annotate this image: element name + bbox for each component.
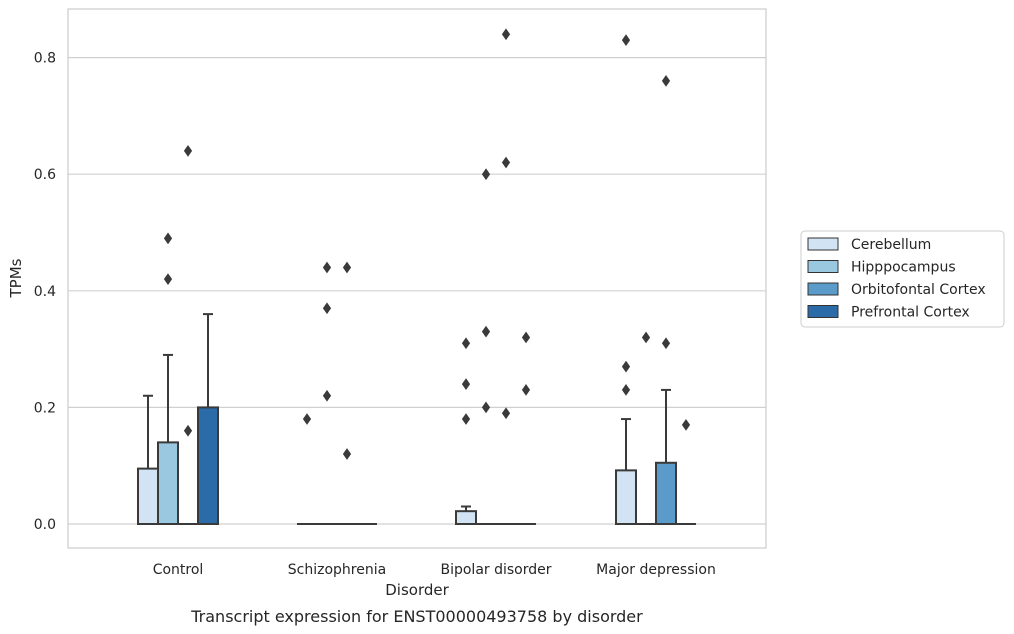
outlier-point	[342, 448, 352, 460]
outlier-point	[481, 325, 491, 338]
box-element	[157, 232, 179, 526]
box-element	[615, 34, 637, 526]
outlier-point	[481, 401, 491, 414]
plot-area-frame	[67, 8, 767, 549]
outlier-point	[322, 302, 332, 315]
outlier-point	[461, 413, 471, 425]
y-tick-label: 0.8	[34, 51, 56, 67]
x-axis-title: Disorder	[385, 581, 449, 599]
legend-label: Hipppocampus	[851, 260, 956, 276]
outlier-point	[322, 261, 332, 274]
box-element	[297, 413, 317, 525]
y-tick-label: 0.2	[34, 400, 56, 416]
outlier-point	[183, 424, 193, 437]
box-series	[137, 28, 696, 526]
outlier-point	[621, 384, 631, 396]
box-element	[476, 168, 496, 525]
outlier-point	[621, 34, 631, 46]
box-element	[655, 75, 677, 526]
box-rect	[137, 467, 159, 525]
outlier-point	[661, 75, 671, 87]
y-tick-label: 0.4	[34, 284, 56, 300]
box-rect	[157, 441, 179, 526]
legend-label: Cerebellum	[851, 237, 931, 253]
x-tick-label: Control	[153, 562, 204, 578]
y-axis-title: TPMs	[7, 258, 25, 298]
outlier-point	[342, 261, 352, 274]
legend-swatch	[807, 282, 839, 296]
box-element	[496, 28, 516, 525]
x-tick-label: Major depression	[596, 562, 716, 578]
outlier-point	[501, 407, 511, 420]
outlier-point	[501, 156, 511, 169]
legend-label: Orbitofontal Cortex	[851, 282, 986, 298]
box-rect	[197, 406, 219, 525]
outlier-point	[481, 168, 491, 181]
y-tick-label: 0.6	[34, 167, 56, 183]
legend: Cerebellum Hipppocampus Orbitofontal Corte…	[800, 230, 1005, 328]
box-element	[516, 331, 536, 525]
box-rect	[455, 510, 477, 526]
box-rect	[655, 461, 677, 526]
outlier-point	[501, 28, 511, 41]
legend-swatch	[807, 237, 839, 251]
box-element	[636, 331, 656, 525]
x-tick-label: Bipolar disorder	[440, 562, 551, 578]
outlier-point	[163, 232, 173, 245]
y-axis-ticks: 0.0 0.2 0.4 0.6 0.8	[34, 51, 56, 533]
outlier-point	[461, 337, 471, 350]
legend-label: Prefrontal Cortex	[851, 305, 970, 321]
x-tick-label: Schizophrenia	[288, 562, 386, 578]
legend-swatch	[807, 260, 839, 273]
outlier-point	[521, 331, 531, 344]
legend-swatch	[807, 305, 839, 318]
outlier-point	[163, 273, 173, 286]
box-element	[317, 261, 337, 525]
outlier-point	[521, 384, 531, 396]
box-rect	[615, 469, 637, 526]
outlier-point	[322, 389, 332, 402]
chart-caption: Transcript expression for ENST0000049375…	[190, 607, 643, 626]
x-axis-ticks: Control Schizophrenia Bipolar disorder Majo…	[153, 562, 716, 578]
outlier-point	[461, 378, 471, 390]
outlier-point	[681, 419, 691, 431]
box-element	[337, 261, 357, 525]
outlier-point	[183, 145, 193, 157]
outlier-point	[641, 331, 651, 344]
outlier-point	[302, 413, 312, 425]
outlier-point	[621, 360, 631, 373]
y-tick-label: 0.0	[34, 517, 56, 533]
box-element	[455, 337, 477, 526]
box-element	[676, 419, 696, 525]
legend-frame	[800, 230, 1005, 328]
box-element	[197, 313, 219, 525]
outlier-point	[661, 337, 671, 350]
box-element	[137, 394, 159, 525]
box-element	[178, 145, 198, 525]
